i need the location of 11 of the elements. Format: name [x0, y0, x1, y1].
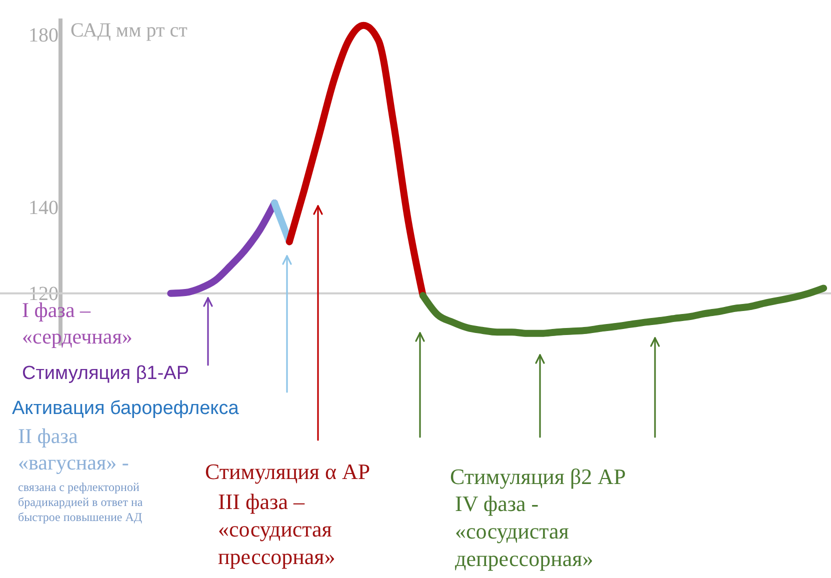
- text: IV фаза - «сосудистая депрессорная»: [455, 491, 594, 571]
- text: Активация барорефлекса: [12, 398, 240, 419]
- text: II фаза «вагусная» -: [18, 424, 129, 474]
- text: связана с рефлекторной брадикардией в ответ на быстрое повышение АД: [18, 480, 144, 524]
- text: Стимуляция β1-АР: [22, 363, 190, 384]
- text: III фаза – «сосудистая прессорная»: [218, 489, 336, 569]
- text: Стимуляция β2 АР: [450, 464, 626, 489]
- y-tick-label: 180: [28, 24, 58, 47]
- text: Стимуляция α АР: [205, 459, 370, 484]
- y-tick-label: 140: [28, 196, 58, 219]
- y-axis-title: САД мм рт ст: [70, 20, 188, 42]
